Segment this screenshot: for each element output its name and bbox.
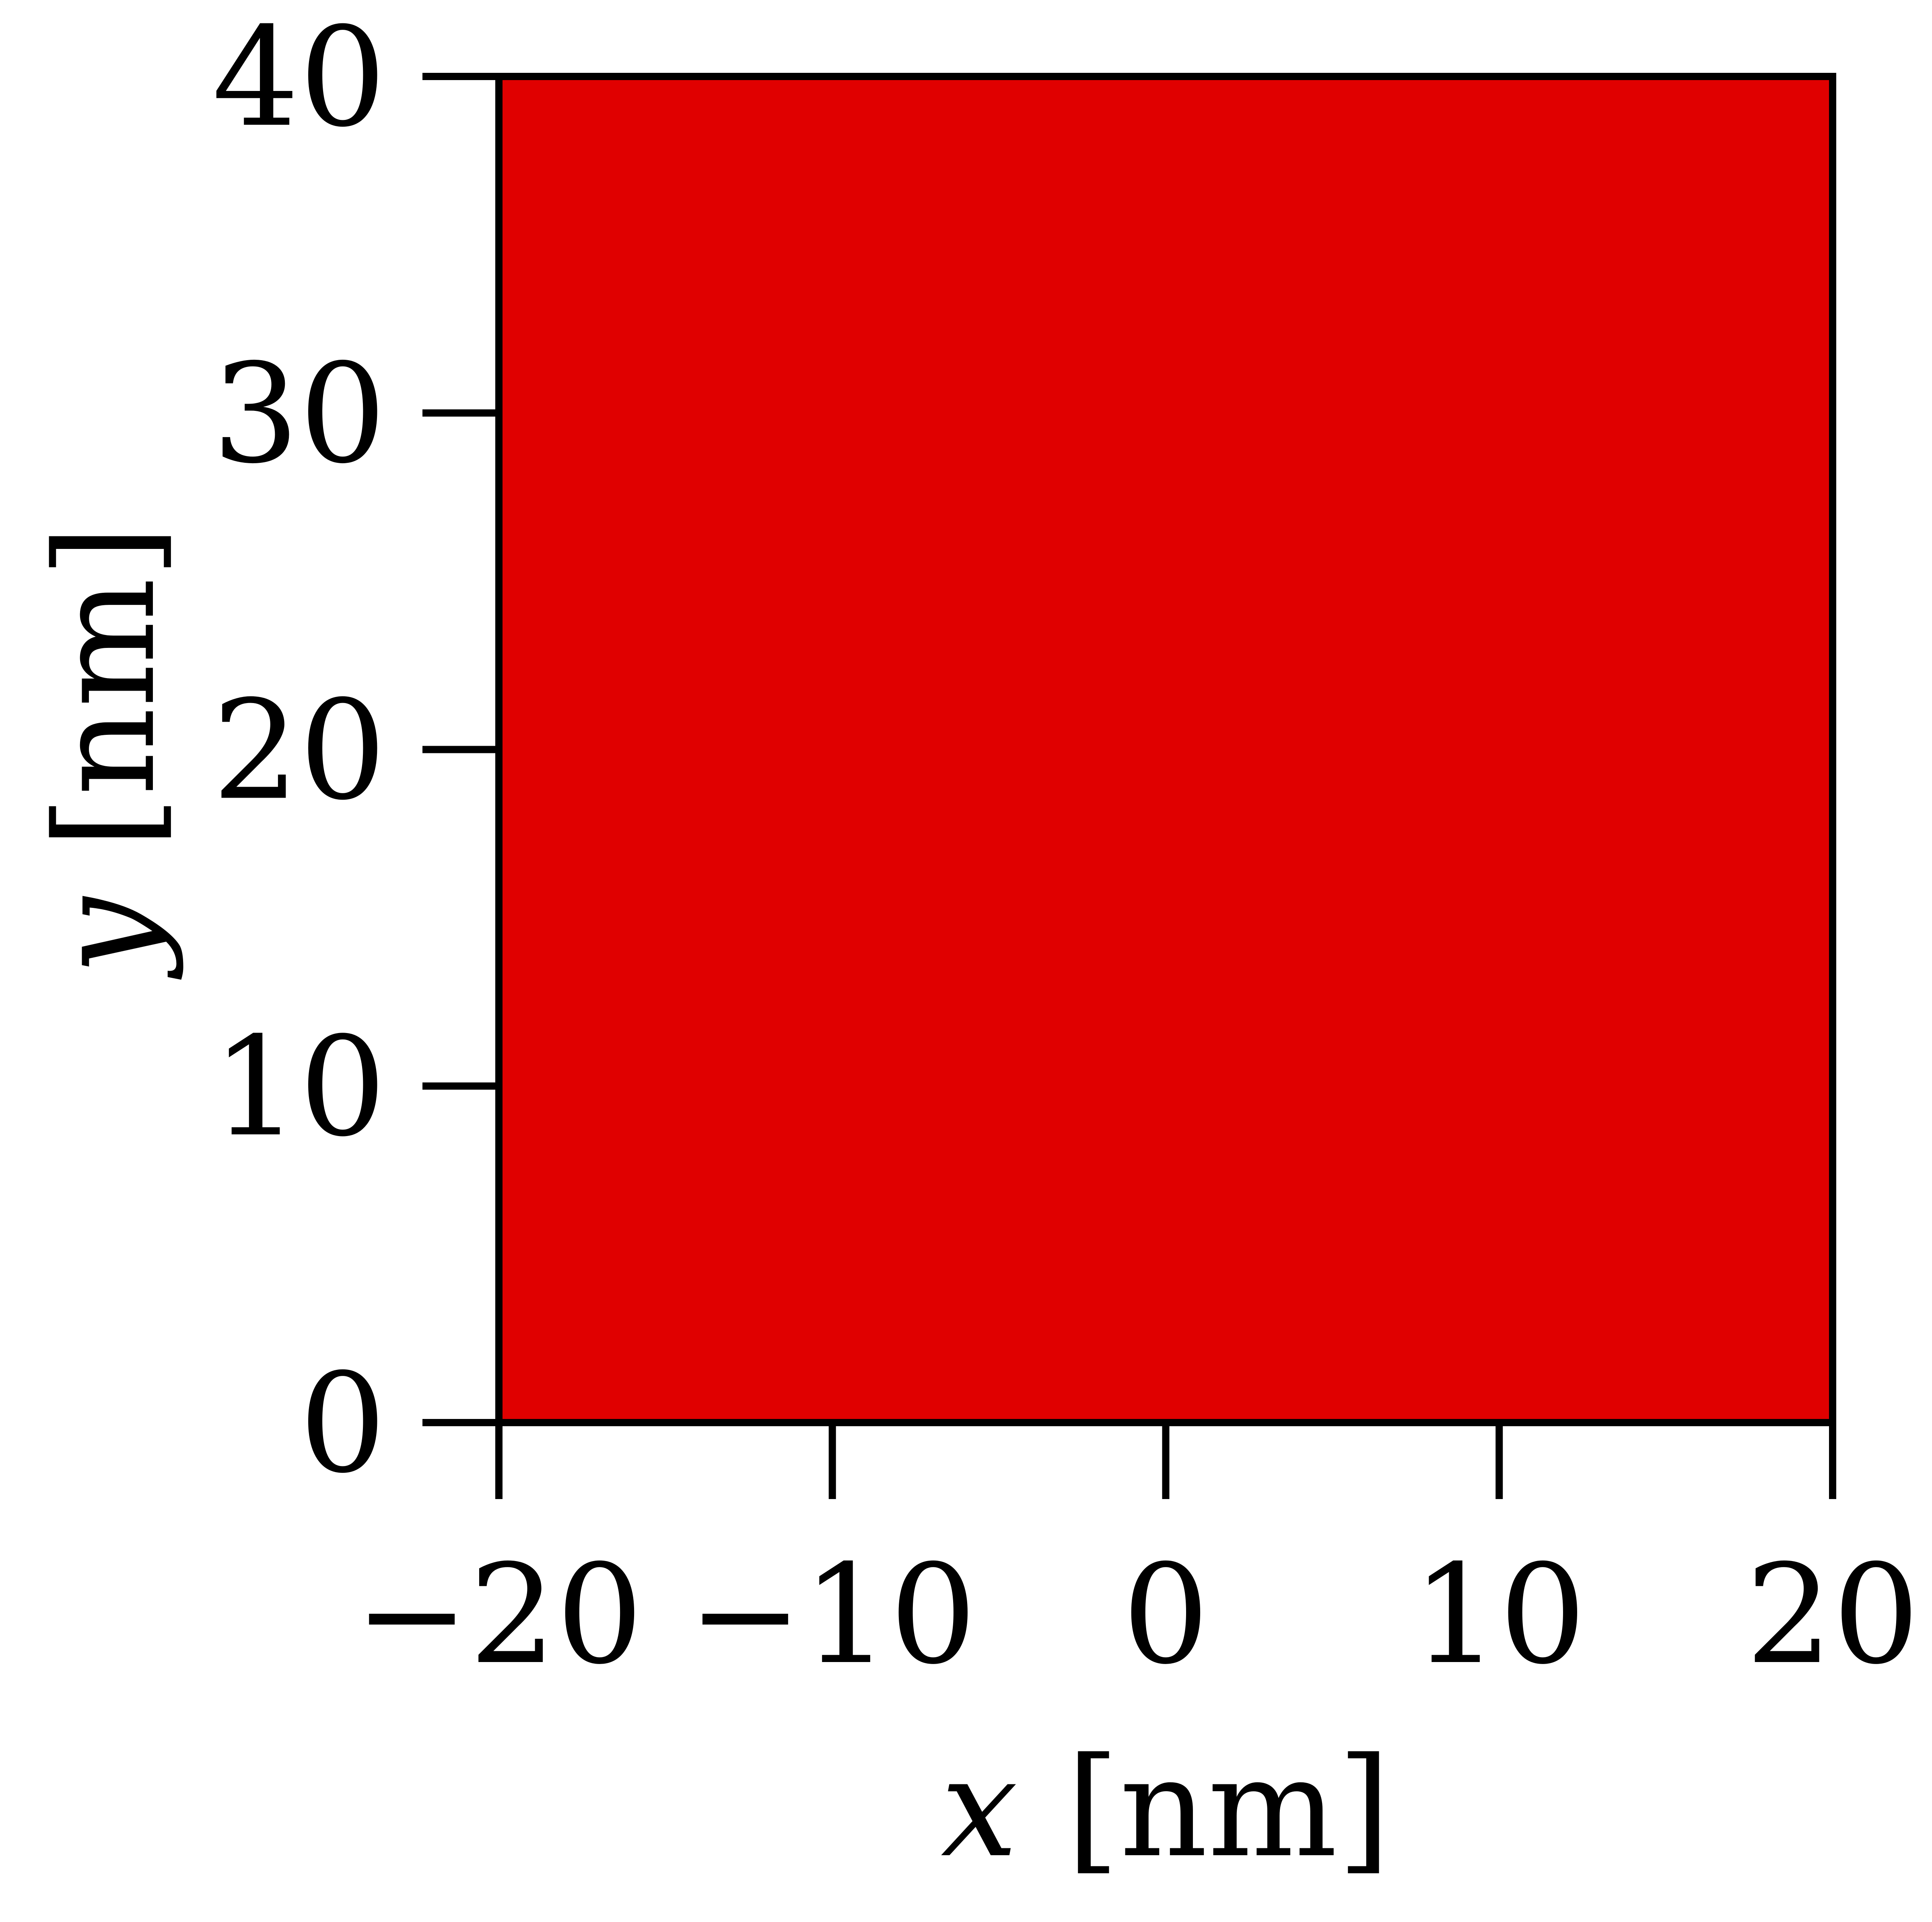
x-tick-label-3: 10: [1412, 1535, 1586, 1695]
x-tick-label-1: −10: [688, 1535, 977, 1695]
y-tick-label-2: 20: [212, 671, 386, 831]
x-tick-label-4: 20: [1746, 1535, 1920, 1695]
axis-ticks: [422, 73, 1836, 1499]
x-tick-label-2: 0: [1122, 1535, 1209, 1695]
y-tick-label-4: 40: [212, 0, 386, 157]
tick-labels: −20 −10 0 10 20 0 10 20 30 40: [212, 0, 1920, 1695]
x-axis-symbol: x: [941, 1728, 1018, 1888]
y-tick-label-3: 30: [212, 334, 386, 494]
y-axis-label: y [nm]: [26, 524, 185, 981]
x-tick-label-0: −20: [354, 1535, 643, 1695]
y-tick-label-0: 0: [299, 1344, 386, 1503]
data-region-0: [499, 76, 1833, 1423]
plot-frame: [495, 73, 1836, 1426]
y-tick-label-1: 10: [212, 1008, 386, 1167]
y-axis-symbol: y: [26, 895, 185, 981]
data-regions: [499, 76, 1833, 1423]
y-axis-unit: [nm]: [26, 524, 185, 849]
x-axis-label: x [nm]: [941, 1728, 1390, 1888]
x-axis-unit: [nm]: [1066, 1728, 1391, 1888]
